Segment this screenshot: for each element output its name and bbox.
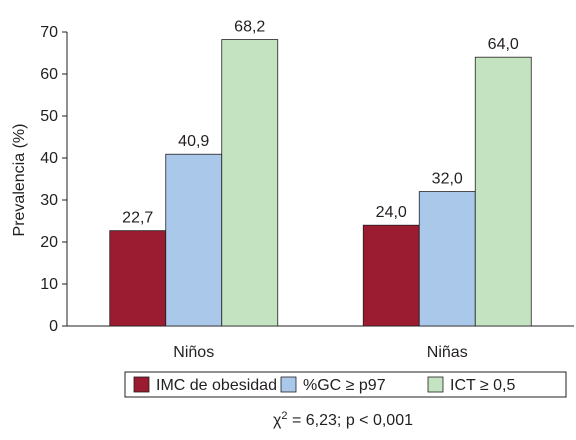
- x-tick-label: Niñas: [427, 344, 468, 361]
- legend-label: %GC ≥ p97: [303, 377, 386, 394]
- bar: [221, 39, 279, 327]
- y-tick-label: 40: [40, 150, 58, 167]
- legend-swatch: [133, 376, 150, 393]
- legend-swatch: [427, 376, 444, 393]
- bar: [418, 191, 476, 327]
- legend-swatch: [280, 376, 297, 393]
- y-tick-label: 10: [40, 276, 58, 293]
- y-axis-label: Prevalencia (%): [11, 124, 28, 237]
- bar: [109, 230, 167, 327]
- bar: [362, 224, 420, 327]
- annotation-sup: 2: [281, 410, 287, 422]
- value-label: 32,0: [432, 171, 463, 188]
- value-label: 68,2: [234, 19, 265, 36]
- value-label: 40,9: [178, 133, 209, 150]
- annotation-base: χ: [273, 412, 282, 429]
- x-tick-label: Niños: [173, 344, 214, 361]
- y-tick-label: 0: [49, 318, 58, 335]
- annotation: χ2 = 6,23; p < 0,001: [273, 410, 413, 429]
- value-label: 64,0: [488, 36, 519, 53]
- bar: [474, 56, 532, 327]
- value-label: 22,7: [122, 210, 153, 227]
- legend-box: [124, 371, 567, 398]
- annotation-rest: = 6,23; p < 0,001: [288, 412, 414, 429]
- bar: [165, 153, 223, 327]
- y-tick-label: 50: [40, 108, 58, 125]
- legend-label: IMC de obesidad: [156, 377, 277, 394]
- value-label: 24,0: [376, 204, 407, 221]
- y-tick-label: 20: [40, 234, 58, 251]
- y-tick-label: 70: [40, 24, 58, 41]
- y-tick-label: 30: [40, 192, 58, 209]
- y-tick-label: 60: [40, 66, 58, 83]
- legend-label: ICT ≥ 0,5: [450, 377, 516, 394]
